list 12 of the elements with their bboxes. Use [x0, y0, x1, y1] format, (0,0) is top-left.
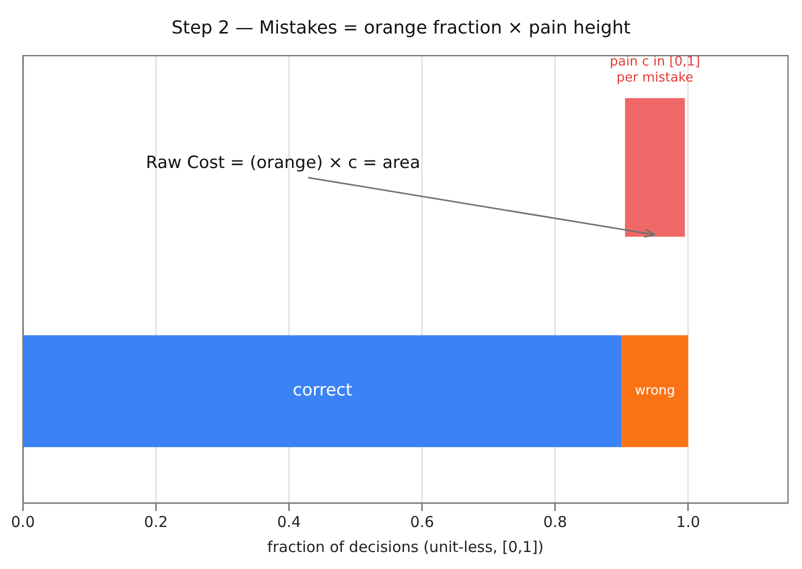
series-label: wrong: [634, 384, 676, 399]
x-axis-title: fraction of decisions (unit-less, [0,1]): [267, 538, 544, 556]
x-tick-label: 0.2: [144, 512, 168, 531]
annotation: Raw Cost = (orange) × c = area: [146, 153, 420, 174]
series-label: correct: [292, 380, 353, 401]
annotation: pain c in [0,1] per mistake: [610, 54, 700, 86]
x-tick-label: 0.0: [11, 512, 35, 531]
x-tick-label: 0.8: [543, 512, 568, 531]
x-tick-label: 0.4: [277, 512, 301, 531]
chart-title: Step 2 — Mistakes = orange fraction × pain height: [171, 17, 631, 38]
x-tick-label: 0.6: [410, 512, 434, 531]
x-tick-label: 1.0: [676, 512, 700, 531]
